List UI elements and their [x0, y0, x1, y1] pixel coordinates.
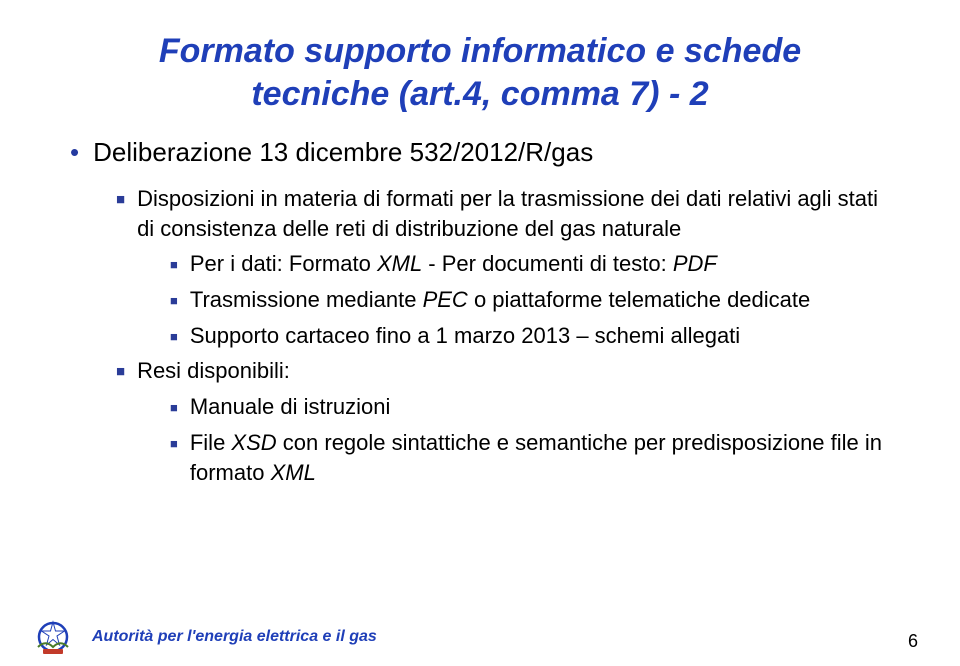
sub7-text: File XSD con regole sintattiche e semant… [190, 428, 900, 487]
level3-list-a: ■ Per i dati: Formato XML - Per document… [170, 249, 900, 350]
sub2-a: Per i dati: Formato [190, 251, 377, 276]
sub1-text: Disposizioni in materia di formati per l… [137, 184, 900, 243]
title-line-2: tecniche (art.4, comma 7) - 2 [251, 75, 708, 113]
square-outline-icon: ■ [170, 292, 178, 310]
sub-item-1: ■ Disposizioni in materia di formati per… [116, 184, 900, 243]
sub2-c: - Per documenti di testo: [422, 251, 673, 276]
square-outline-icon: ■ [170, 328, 178, 346]
sub5-text: Resi disponibili: [137, 356, 290, 386]
footer-text: Autorità per l'energia elettrica e il ga… [92, 628, 377, 646]
sub2-text: Per i dati: Formato XML - Per documenti … [190, 249, 717, 279]
bullet-item-1: • Deliberazione 13 dicembre 532/2012/R/g… [70, 137, 900, 168]
slide-title: Formato supporto informatico e schede te… [60, 30, 900, 115]
sub2-d: PDF [673, 251, 717, 276]
square-outline-icon: ■ [170, 435, 178, 453]
sub7-b: XSD [231, 430, 276, 455]
sub7-d: XML [271, 460, 316, 485]
title-line-1: Formato supporto informatico e schede [159, 32, 801, 70]
sub-item-4: ■ Supporto cartaceo fino a 1 marzo 2013 … [170, 321, 900, 351]
sub3-a: Trasmissione mediante [190, 287, 423, 312]
square-outline-icon: ■ [170, 399, 178, 417]
sub-item-5: ■ Resi disponibili: [116, 356, 900, 386]
italy-emblem-icon [28, 612, 78, 662]
sub3-c: o piattaforme telematiche dedicate [468, 287, 810, 312]
bullet-1-text: Deliberazione 13 dicembre 532/2012/R/gas [93, 137, 593, 168]
footer: Autorità per l'energia elettrica e il ga… [0, 608, 960, 666]
sub-item-7: ■ File XSD con regole sintattiche e sema… [170, 428, 900, 487]
square-filled-icon: ■ [116, 362, 125, 382]
sub-item-3: ■ Trasmissione mediante PEC o piattaform… [170, 285, 900, 315]
bullet-dot-icon: • [70, 139, 79, 165]
level1-list: • Deliberazione 13 dicembre 532/2012/R/g… [70, 137, 900, 168]
page-number: 6 [908, 631, 918, 652]
level2-list: ■ Disposizioni in materia di formati per… [116, 184, 900, 243]
slide: Formato supporto informatico e schede te… [0, 0, 960, 666]
sub-item-6: ■ Manuale di istruzioni [170, 392, 900, 422]
square-filled-icon: ■ [116, 190, 125, 210]
sub-item-2: ■ Per i dati: Formato XML - Per document… [170, 249, 900, 279]
level2-list-b: ■ Resi disponibili: [116, 356, 900, 386]
sub2-b: XML [377, 251, 422, 276]
sub3-text: Trasmissione mediante PEC o piattaforme … [190, 285, 810, 315]
sub6-text: Manuale di istruzioni [190, 392, 391, 422]
sub5-label: Resi disponibili: [137, 358, 290, 383]
sub4-text: Supporto cartaceo fino a 1 marzo 2013 – … [190, 321, 740, 351]
sub3-b: PEC [423, 287, 468, 312]
level3-list-b: ■ Manuale di istruzioni ■ File XSD con r… [170, 392, 900, 487]
square-outline-icon: ■ [170, 256, 178, 274]
sub7-a: File [190, 430, 232, 455]
